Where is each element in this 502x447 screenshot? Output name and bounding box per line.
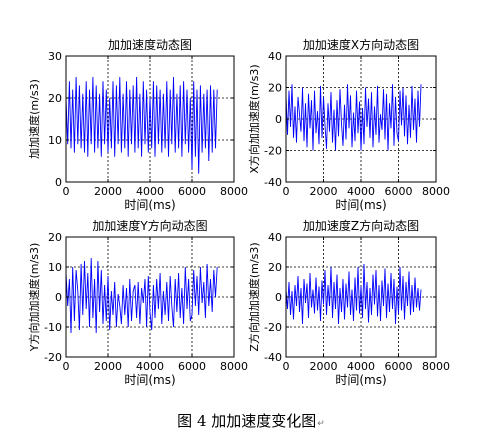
chart-title: 加加速度Z方向动态图 — [303, 218, 419, 233]
tick-label-y: 0 — [55, 291, 62, 304]
tick-label-y: 20 — [48, 231, 62, 244]
tick-label-x: 4000 — [136, 185, 164, 198]
figure-caption: 图 4 加加速度变化图↵ — [0, 410, 502, 431]
tick-label-x: 6000 — [178, 360, 206, 373]
tick-label-x: 8000 — [220, 185, 248, 198]
tick-label-y: 10 — [48, 261, 62, 274]
tick-label-y: 0 — [55, 176, 62, 189]
tick-label-x: 4000 — [347, 360, 375, 373]
series-line — [65, 76, 218, 174]
tick-label-x: 4000 — [347, 185, 375, 198]
tick-label-y: -40 — [264, 351, 282, 364]
x-axis-label: 时间(ms) — [124, 373, 175, 387]
paragraph-mark: ↵ — [317, 419, 325, 429]
chart-title: 加加速度动态图 — [108, 37, 192, 52]
y-axis-label: 加加速度(m/s3) — [27, 79, 41, 159]
tick-label-x: 8000 — [422, 185, 450, 198]
tick-label-x: 4000 — [136, 360, 164, 373]
tick-label-y: -10 — [44, 321, 62, 334]
caption-text: 图 4 加加速度变化图 — [177, 412, 317, 430]
tick-label-x: 2000 — [310, 185, 338, 198]
tick-label-y: 0 — [275, 113, 282, 126]
tick-label-x: 0 — [283, 360, 290, 373]
tick-label-x: 8000 — [422, 360, 450, 373]
chart-title: 加加速度Y方向动态图 — [92, 218, 207, 233]
tick-label-x: 6000 — [385, 360, 413, 373]
tick-label-x: 0 — [283, 185, 290, 198]
x-axis-label: 时间(ms) — [335, 198, 386, 212]
tick-label-y: -20 — [264, 145, 282, 158]
tick-label-x: 0 — [63, 360, 70, 373]
tick-label-y: -20 — [44, 351, 62, 364]
series-line — [285, 263, 422, 325]
tick-label-x: 8000 — [220, 360, 248, 373]
y-axis-label: Y方向加加速度(m/s3) — [27, 243, 41, 352]
chart-y: 0 2000 4000 6000 8000 -20 -10 0 10 20 加加速度Y方向动态图时间… — [27, 218, 248, 387]
chart-x: 0 2000 4000 6000 8000 -40 -20 0 20 40 加加速度X方向动态图时间… — [247, 37, 450, 212]
x-axis-label: 时间(ms) — [124, 198, 175, 212]
tick-label-y: 20 — [268, 82, 282, 95]
tick-label-y: -40 — [264, 176, 282, 189]
tick-label-x: 0 — [63, 185, 70, 198]
tick-label-y: 20 — [48, 92, 62, 105]
y-axis-label: Z方向加加速度(m/s3) — [247, 242, 261, 351]
x-axis-label: 时间(ms) — [335, 373, 386, 387]
tick-label-x: 2000 — [94, 360, 122, 373]
tick-label-y: 10 — [48, 134, 62, 147]
y-axis-label: X方向加加速度(m/s3) — [247, 64, 261, 173]
tick-label-x: 6000 — [385, 185, 413, 198]
chart-z: 0 2000 4000 6000 8000 -40 -20 0 20 40 加加速度Z方向动态图时间… — [247, 218, 450, 387]
plot-area — [66, 56, 234, 182]
tick-label-y: 20 — [268, 261, 282, 274]
tick-label-y: 40 — [268, 231, 282, 244]
tick-label-y: 0 — [275, 291, 282, 304]
series-line — [285, 84, 422, 151]
tick-label-x: 6000 — [178, 185, 206, 198]
tick-label-y: 40 — [268, 50, 282, 63]
tick-label-y: -20 — [264, 321, 282, 334]
tick-label-y: 30 — [48, 50, 62, 63]
tick-label-x: 2000 — [310, 360, 338, 373]
tick-label-x: 2000 — [94, 185, 122, 198]
chart-title: 加加速度X方向动态图 — [303, 37, 419, 52]
series-line — [65, 257, 218, 334]
